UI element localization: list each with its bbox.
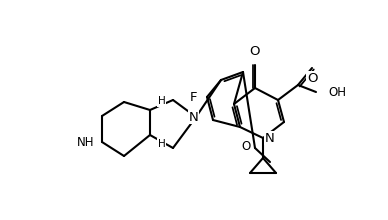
Text: N: N (265, 132, 275, 145)
Text: N: N (188, 110, 198, 123)
Text: H: H (158, 139, 166, 149)
Text: O: O (250, 45, 260, 58)
Text: F: F (189, 90, 197, 103)
Text: OH: OH (328, 86, 346, 99)
Text: O: O (307, 72, 317, 85)
Text: H: H (158, 96, 166, 106)
Text: O: O (242, 139, 251, 152)
Text: NH: NH (76, 136, 94, 149)
